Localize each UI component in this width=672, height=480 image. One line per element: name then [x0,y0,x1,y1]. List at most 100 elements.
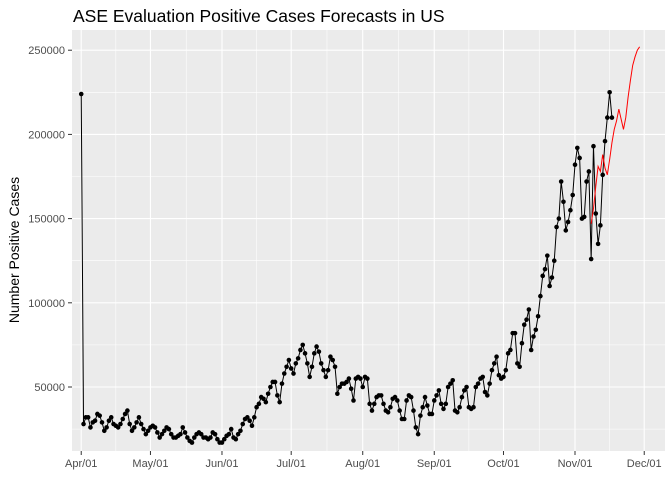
data-point [547,283,552,289]
data-point [418,413,423,418]
data-point [159,431,165,437]
data-point [489,367,495,373]
data-point [549,275,555,280]
data-point [575,145,580,151]
data-point [595,241,601,247]
data-point [330,357,336,363]
data-point [521,322,527,328]
data-point [323,374,329,380]
data-point [335,391,340,397]
data-point [429,411,435,417]
data-point [401,416,407,422]
data-point [561,199,566,205]
data-point [365,376,370,381]
y-tick-label: 250000 [28,45,65,57]
data-point [198,431,204,437]
data-point [395,398,400,403]
data-point [288,366,294,371]
data-point [413,425,419,430]
data-point [471,404,476,410]
data-point [480,374,486,380]
data-point [277,399,282,405]
data-point [81,421,86,427]
x-tick-label: Nov/01 [558,458,593,470]
data-point [572,162,578,168]
data-point [482,389,488,395]
data-point [593,211,599,216]
data-point [540,273,546,279]
data-point [598,223,603,228]
data-point [118,421,123,427]
data-point [226,431,232,437]
data-point [305,361,310,366]
series-line [590,46,641,224]
data-point [408,394,414,400]
data-point [212,431,218,437]
x-tick-label: Oct/01 [487,458,519,470]
data-point [455,409,460,415]
y-tick-label: 150000 [28,214,65,226]
data-point [284,364,289,370]
data-point [122,411,128,417]
data-point [168,431,174,437]
data-point [281,371,287,376]
data-point [346,376,352,381]
data-point [602,138,608,144]
data-point [358,376,363,381]
data-point [238,428,243,434]
data-point [215,436,220,442]
data-point [531,334,536,339]
data-point [501,374,506,380]
data-point [208,435,213,440]
data-point [515,361,520,366]
data-point [425,403,430,408]
data-point [182,430,188,435]
data-point [228,426,234,432]
data-point [247,418,252,423]
x-tick-label: Jul/01 [277,458,306,470]
data-point [268,384,273,390]
data-point [254,404,259,410]
data-point [235,431,241,437]
x-tick-label: Aug/01 [345,458,380,470]
data-point [404,398,409,403]
data-point [185,435,190,440]
series-1 [78,90,615,445]
data-point [369,408,375,413]
data-point [108,415,114,420]
data-point [97,413,102,418]
data-point [291,371,296,376]
x-tick-label: Dec/01 [627,458,662,470]
data-point [249,423,255,429]
data-point [92,418,98,423]
data-point [422,394,428,400]
data-point [533,327,539,333]
data-point [321,367,326,373]
data-point [371,401,377,407]
data-point [348,386,354,391]
data-point [459,394,465,400]
data-point [219,440,225,445]
data-point [275,393,280,398]
x-tick-label: May/01 [132,458,168,470]
data-point [102,428,107,434]
data-point [125,408,130,413]
data-point [607,90,612,95]
data-point [563,228,569,233]
data-point [524,317,529,322]
data-point [293,361,299,366]
data-point [328,354,333,360]
data-point [415,431,421,437]
data-point [143,431,149,437]
data-point [431,398,437,403]
data-point [378,393,384,398]
data-point [191,435,197,440]
data-point [584,179,589,184]
axis-ticks [68,49,645,455]
data-point [286,357,292,363]
data-point [127,421,132,427]
x-tick-label: Sep/01 [417,458,452,470]
data-point [233,436,239,442]
series-2 [590,46,641,224]
data-point [535,313,541,319]
